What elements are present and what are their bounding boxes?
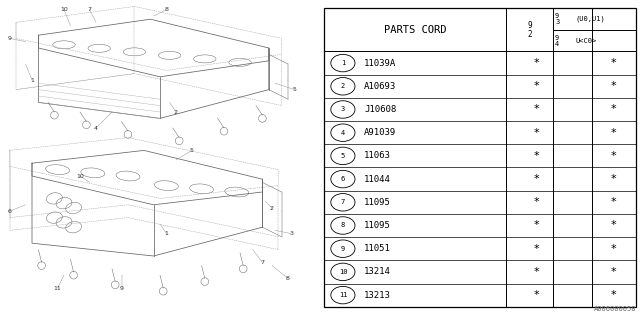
Text: PARTS CORD: PARTS CORD [384,25,446,35]
Text: *: * [611,105,617,115]
Circle shape [331,286,355,304]
Circle shape [331,54,355,72]
Text: 11051: 11051 [364,244,391,253]
Text: 3: 3 [340,107,345,113]
Circle shape [331,101,355,118]
Text: *: * [611,267,617,277]
Text: 3: 3 [289,231,293,236]
Text: 9: 9 [8,36,12,41]
Text: 5: 5 [190,148,194,153]
Text: 9
2: 9 2 [527,21,532,39]
Text: 11095: 11095 [364,198,391,207]
Circle shape [331,240,355,257]
Text: 2: 2 [174,109,178,115]
Text: 11: 11 [54,285,61,291]
Text: 9
4: 9 4 [555,35,559,47]
Text: 5: 5 [292,87,296,92]
Text: 13214: 13214 [364,268,391,276]
Text: 10: 10 [76,173,84,179]
Circle shape [331,263,355,281]
Text: 8: 8 [340,222,345,228]
Text: A10693: A10693 [364,82,396,91]
Circle shape [331,170,355,188]
Text: 9
3: 9 3 [555,13,559,25]
Text: *: * [611,244,617,254]
Text: *: * [611,290,617,300]
Text: 7: 7 [260,260,264,265]
Text: *: * [533,290,539,300]
Text: *: * [611,81,617,91]
Text: *: * [533,105,539,115]
Text: 7: 7 [340,199,345,205]
Circle shape [331,147,355,164]
Circle shape [331,194,355,211]
Text: U<C0>: U<C0> [576,37,597,44]
Text: A91039: A91039 [364,128,396,137]
Text: 5: 5 [340,153,345,159]
Text: 4: 4 [94,125,98,131]
Text: *: * [533,174,539,184]
Text: 11044: 11044 [364,175,391,184]
Text: *: * [611,174,617,184]
Text: 4: 4 [340,130,345,136]
Text: *: * [611,58,617,68]
Text: 11095: 11095 [364,221,391,230]
Text: (U0,U1): (U0,U1) [576,15,605,22]
Text: 1: 1 [340,60,345,66]
Text: A006000058: A006000058 [594,307,636,312]
Text: *: * [611,128,617,138]
Text: 6: 6 [340,176,345,182]
Text: 11063: 11063 [364,151,391,160]
Text: 6: 6 [8,209,12,214]
Text: 10: 10 [60,7,68,12]
Text: 7: 7 [88,7,92,12]
Text: 1: 1 [30,77,34,83]
Text: *: * [533,151,539,161]
Text: J10608: J10608 [364,105,396,114]
Circle shape [331,77,355,95]
Text: *: * [533,267,539,277]
Text: 8: 8 [286,276,290,281]
Text: *: * [611,197,617,207]
Text: *: * [533,81,539,91]
Text: *: * [611,220,617,230]
Text: *: * [533,128,539,138]
Text: *: * [533,197,539,207]
Text: 11: 11 [339,292,347,298]
Text: 8: 8 [164,7,168,12]
Text: *: * [611,151,617,161]
Text: 9: 9 [340,246,345,252]
Text: 13213: 13213 [364,291,391,300]
Text: 11039A: 11039A [364,59,396,68]
Text: *: * [533,244,539,254]
Text: 1: 1 [164,231,168,236]
Text: *: * [533,58,539,68]
Text: 10: 10 [339,269,347,275]
Text: *: * [533,220,539,230]
Text: 2: 2 [340,83,345,89]
Text: 9: 9 [120,285,124,291]
Circle shape [331,124,355,141]
Circle shape [331,217,355,234]
Text: 2: 2 [270,205,274,211]
